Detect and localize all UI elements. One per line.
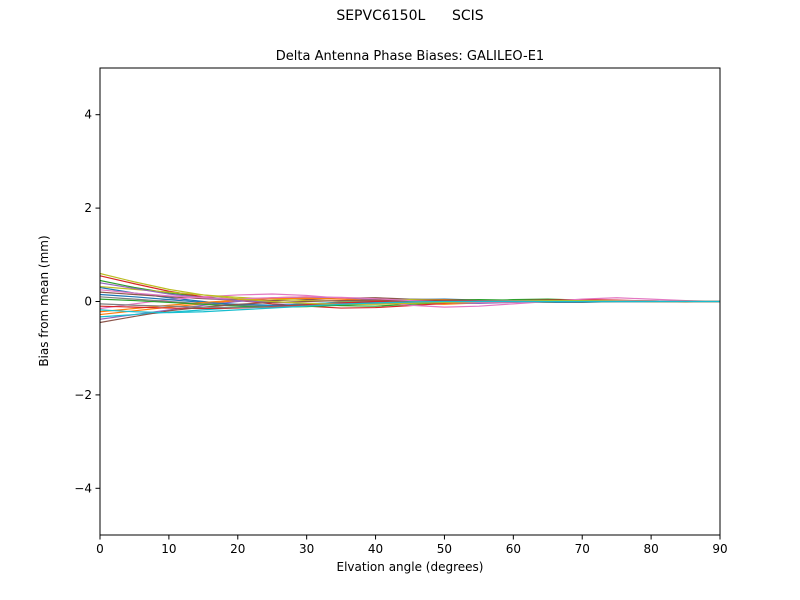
y-tick-label: 0: [84, 295, 92, 309]
x-tick-label: 20: [230, 542, 245, 556]
y-tick-label: −2: [74, 388, 92, 402]
x-tick-label: 90: [712, 542, 727, 556]
x-tick-label: 10: [161, 542, 176, 556]
axes-title: Delta Antenna Phase Biases: GALILEO-E1: [275, 49, 545, 64]
x-axis-label: Elvation angle (degrees): [336, 560, 484, 574]
series-line: [99, 285, 720, 303]
x-tick-label: 50: [437, 542, 452, 556]
x-tick-label: 30: [299, 542, 314, 556]
series-line: [99, 293, 721, 310]
figure-title: SEPVC6150L SCIS: [336, 8, 484, 24]
x-tick-label: 0: [96, 542, 104, 556]
x-tick-label: 70: [575, 542, 590, 556]
y-axis-label: Bias from mean (mm): [37, 235, 51, 367]
y-tick-label: −4: [74, 481, 92, 495]
x-tick-label: 40: [368, 542, 383, 556]
series-line: [99, 300, 720, 314]
x-tick-label: 80: [643, 542, 658, 556]
y-tick-label: 2: [84, 201, 92, 215]
y-tick-label: 4: [84, 108, 92, 122]
x-tick-label: 60: [506, 542, 521, 556]
